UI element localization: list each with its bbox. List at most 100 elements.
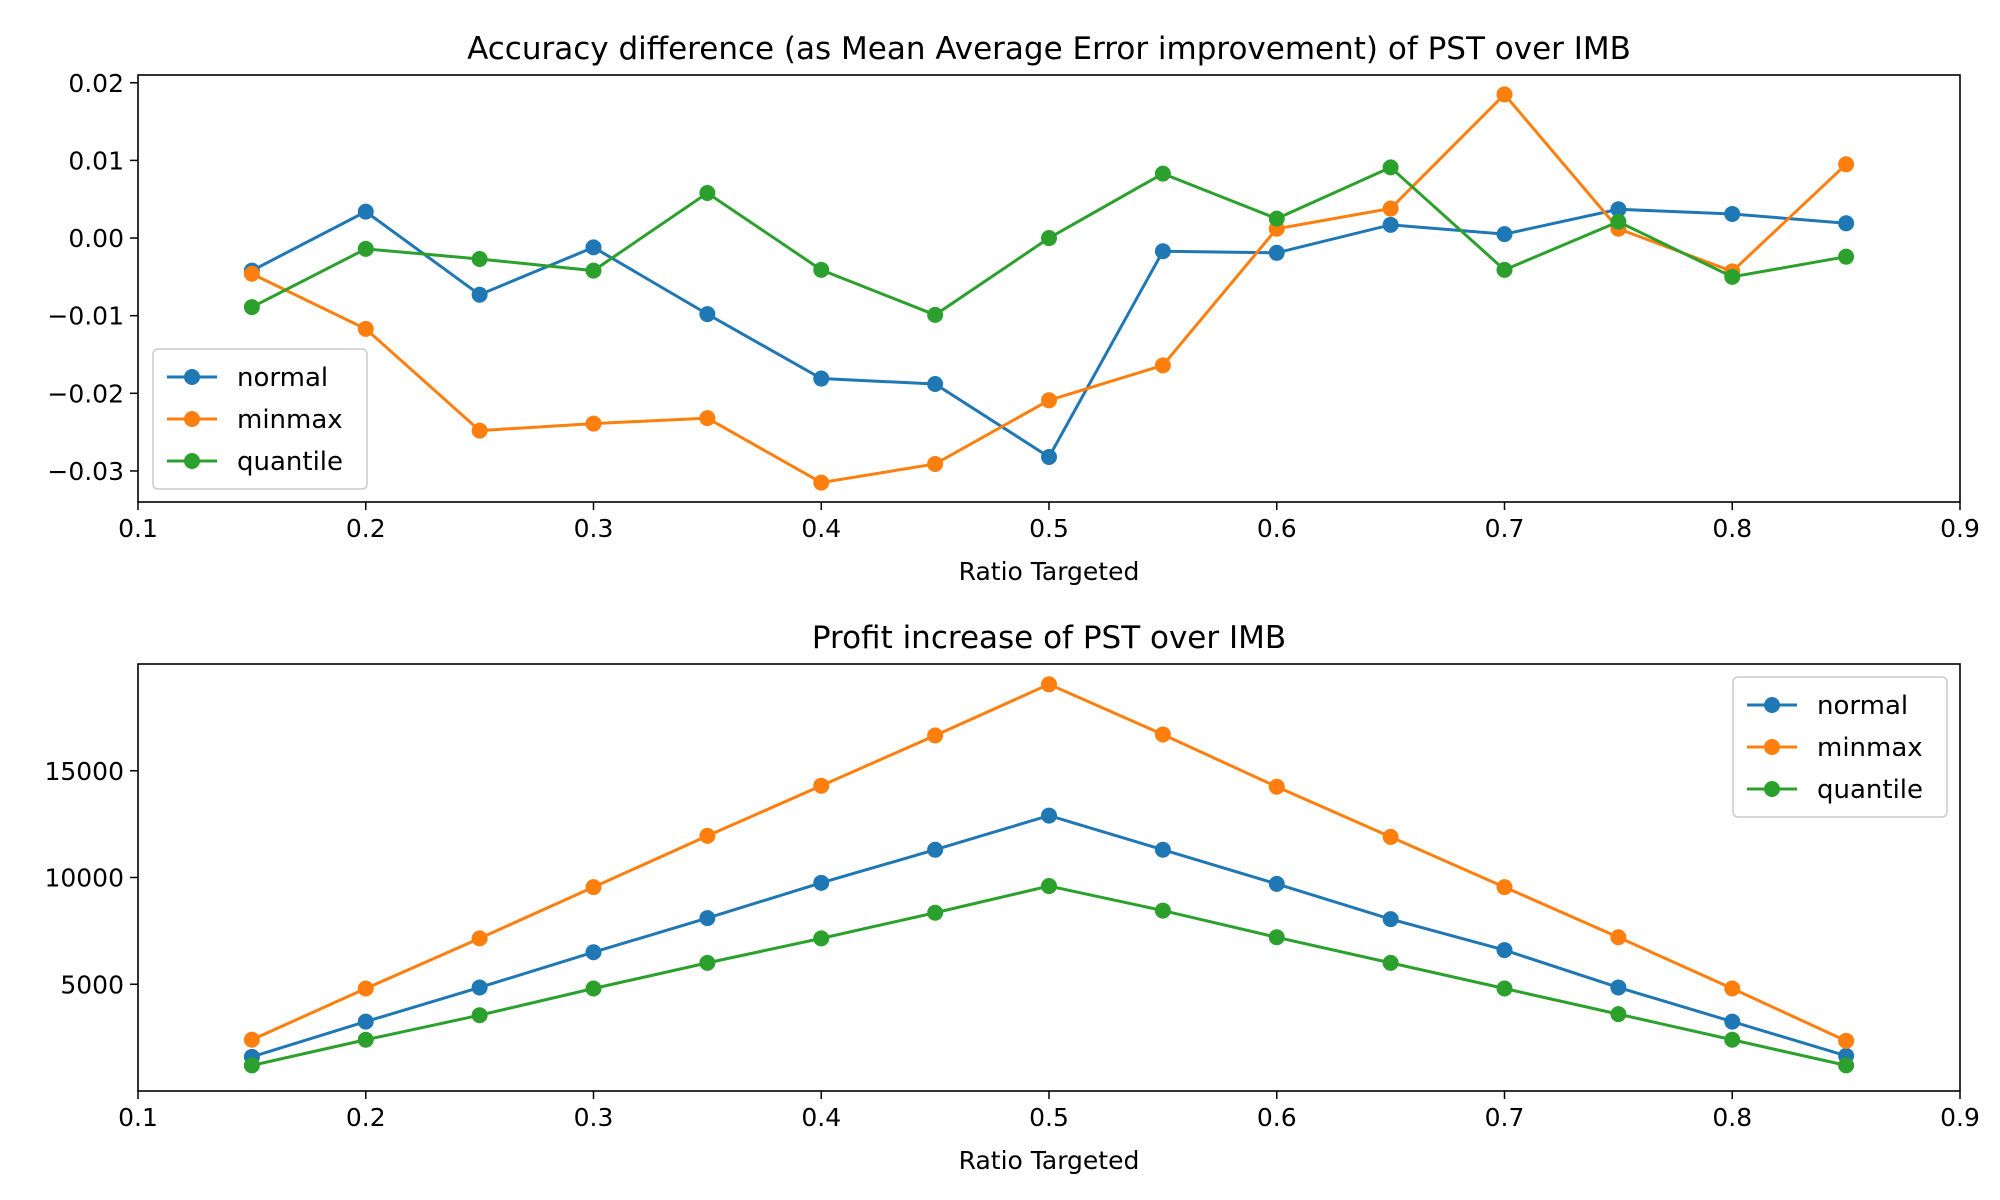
data-point-minmax — [357, 320, 374, 337]
chart-title: Profit increase of PST over IMB — [812, 620, 1286, 656]
data-point-minmax — [243, 265, 260, 282]
axes-frame — [137, 663, 1961, 1092]
legend-label-normal: normal — [1817, 691, 1908, 721]
data-point-normal — [585, 944, 602, 961]
chart-title: Accuracy difference (as Mean Average Err… — [467, 31, 1631, 67]
x-tick-label: 0.1 — [118, 514, 158, 543]
data-point-quantile — [927, 904, 944, 921]
data-point-normal — [1154, 841, 1171, 858]
data-point-minmax — [243, 1031, 260, 1048]
data-point-minmax — [471, 422, 488, 439]
data-point-quantile — [1610, 213, 1627, 230]
data-point-normal — [1154, 243, 1171, 260]
data-point-quantile — [357, 1031, 374, 1048]
data-point-quantile — [1724, 1031, 1741, 1048]
data-point-minmax — [699, 410, 716, 427]
data-point-quantile — [471, 1007, 488, 1024]
data-point-normal — [1610, 979, 1627, 996]
x-tick-label: 0.2 — [346, 1103, 386, 1132]
data-point-quantile — [1268, 929, 1285, 946]
data-point-quantile — [1154, 902, 1171, 919]
data-point-quantile — [1041, 878, 1057, 895]
data-point-quantile — [1838, 1057, 1855, 1074]
data-point-quantile — [585, 262, 602, 279]
data-point-quantile — [1382, 159, 1399, 176]
x-tick-label: 0.9 — [1940, 1103, 1980, 1132]
data-point-normal — [471, 979, 488, 996]
data-point-minmax — [1610, 929, 1627, 946]
legend-marker-minmax — [1764, 739, 1780, 755]
x-tick-label: 0.4 — [801, 1103, 841, 1132]
x-tick-label: 0.7 — [1485, 514, 1525, 543]
x-tick-label: 0.6 — [1257, 1103, 1297, 1132]
data-point-normal — [1496, 942, 1513, 959]
y-tick-label: 15000 — [44, 757, 124, 786]
y-tick-label: 5000 — [60, 970, 124, 999]
data-point-normal — [1610, 201, 1627, 218]
data-point-minmax — [1041, 392, 1057, 409]
x-axis-label: Ratio Targeted — [959, 1146, 1140, 1175]
legend-frame — [152, 348, 368, 490]
data-point-minmax — [1041, 676, 1057, 693]
data-point-quantile — [927, 306, 944, 323]
y-tick-label: 0.00 — [68, 224, 124, 253]
x-tick-label: 0.7 — [1485, 1103, 1525, 1132]
legend-label-minmax: minmax — [237, 405, 343, 435]
data-point-minmax — [1382, 828, 1399, 845]
data-point-minmax — [927, 455, 944, 472]
data-point-minmax — [699, 827, 716, 844]
data-point-normal — [927, 841, 944, 858]
x-tick-label: 0.5 — [1029, 1103, 1069, 1132]
x-axis-label: Ratio Targeted — [959, 557, 1140, 586]
legend-marker-quantile — [184, 453, 200, 469]
data-point-quantile — [357, 240, 374, 257]
accuracy-difference-panel: Accuracy difference (as Mean Average Err… — [47, 31, 1980, 586]
x-tick-label: 0.5 — [1029, 514, 1069, 543]
x-tick-label: 0.3 — [574, 1103, 614, 1132]
data-point-quantile — [1382, 954, 1399, 971]
y-tick-label: 0.02 — [68, 69, 124, 98]
profit-increase-panel: Profit increase of PST over IMB 0.1 0.2 0.3… — [44, 620, 1979, 1175]
data-point-quantile — [471, 250, 488, 267]
x-tick-label: 0.6 — [1257, 514, 1297, 543]
legend-marker-quantile — [1764, 781, 1780, 797]
data-point-quantile — [585, 980, 602, 997]
data-point-minmax — [1382, 200, 1399, 217]
data-point-quantile — [1496, 261, 1513, 278]
data-point-quantile — [699, 185, 716, 202]
data-point-quantile — [699, 954, 716, 971]
data-point-minmax — [1154, 726, 1171, 743]
data-point-minmax — [1154, 357, 1171, 374]
data-point-minmax — [1496, 86, 1513, 103]
x-tick-label: 0.8 — [1712, 1103, 1752, 1132]
y-tick-label: −0.02 — [47, 379, 124, 408]
data-point-quantile — [813, 261, 830, 278]
data-point-normal — [1724, 205, 1741, 222]
legend-label-minmax: minmax — [1817, 733, 1923, 763]
axes-frame — [137, 74, 1961, 503]
legend-marker-minmax — [184, 411, 200, 427]
series-line-minmax — [251, 682, 1847, 1043]
legend: normal minmax quantile — [152, 348, 368, 490]
data-point-quantile — [813, 930, 830, 947]
data-point-minmax — [471, 930, 488, 947]
data-point-normal — [699, 306, 716, 323]
y-tick-label: 10000 — [44, 864, 124, 893]
y-tick-label: −0.03 — [47, 457, 124, 486]
data-point-minmax — [1838, 156, 1855, 173]
data-point-quantile — [1154, 165, 1171, 182]
legend-frame — [1732, 676, 1948, 818]
data-point-minmax — [1268, 778, 1285, 795]
data-point-normal — [1041, 448, 1057, 465]
data-point-normal — [1268, 875, 1285, 892]
data-point-minmax — [927, 727, 944, 744]
x-tick-label: 0.8 — [1712, 514, 1752, 543]
x-tick-label: 0.1 — [118, 1103, 158, 1132]
x-tick-label: 0.4 — [801, 514, 841, 543]
data-point-minmax — [585, 879, 602, 896]
data-point-normal — [357, 203, 374, 220]
x-tick-label: 0.3 — [574, 514, 614, 543]
legend: normal minmax quantile — [1732, 676, 1948, 818]
legend-label-quantile: quantile — [1817, 775, 1923, 805]
